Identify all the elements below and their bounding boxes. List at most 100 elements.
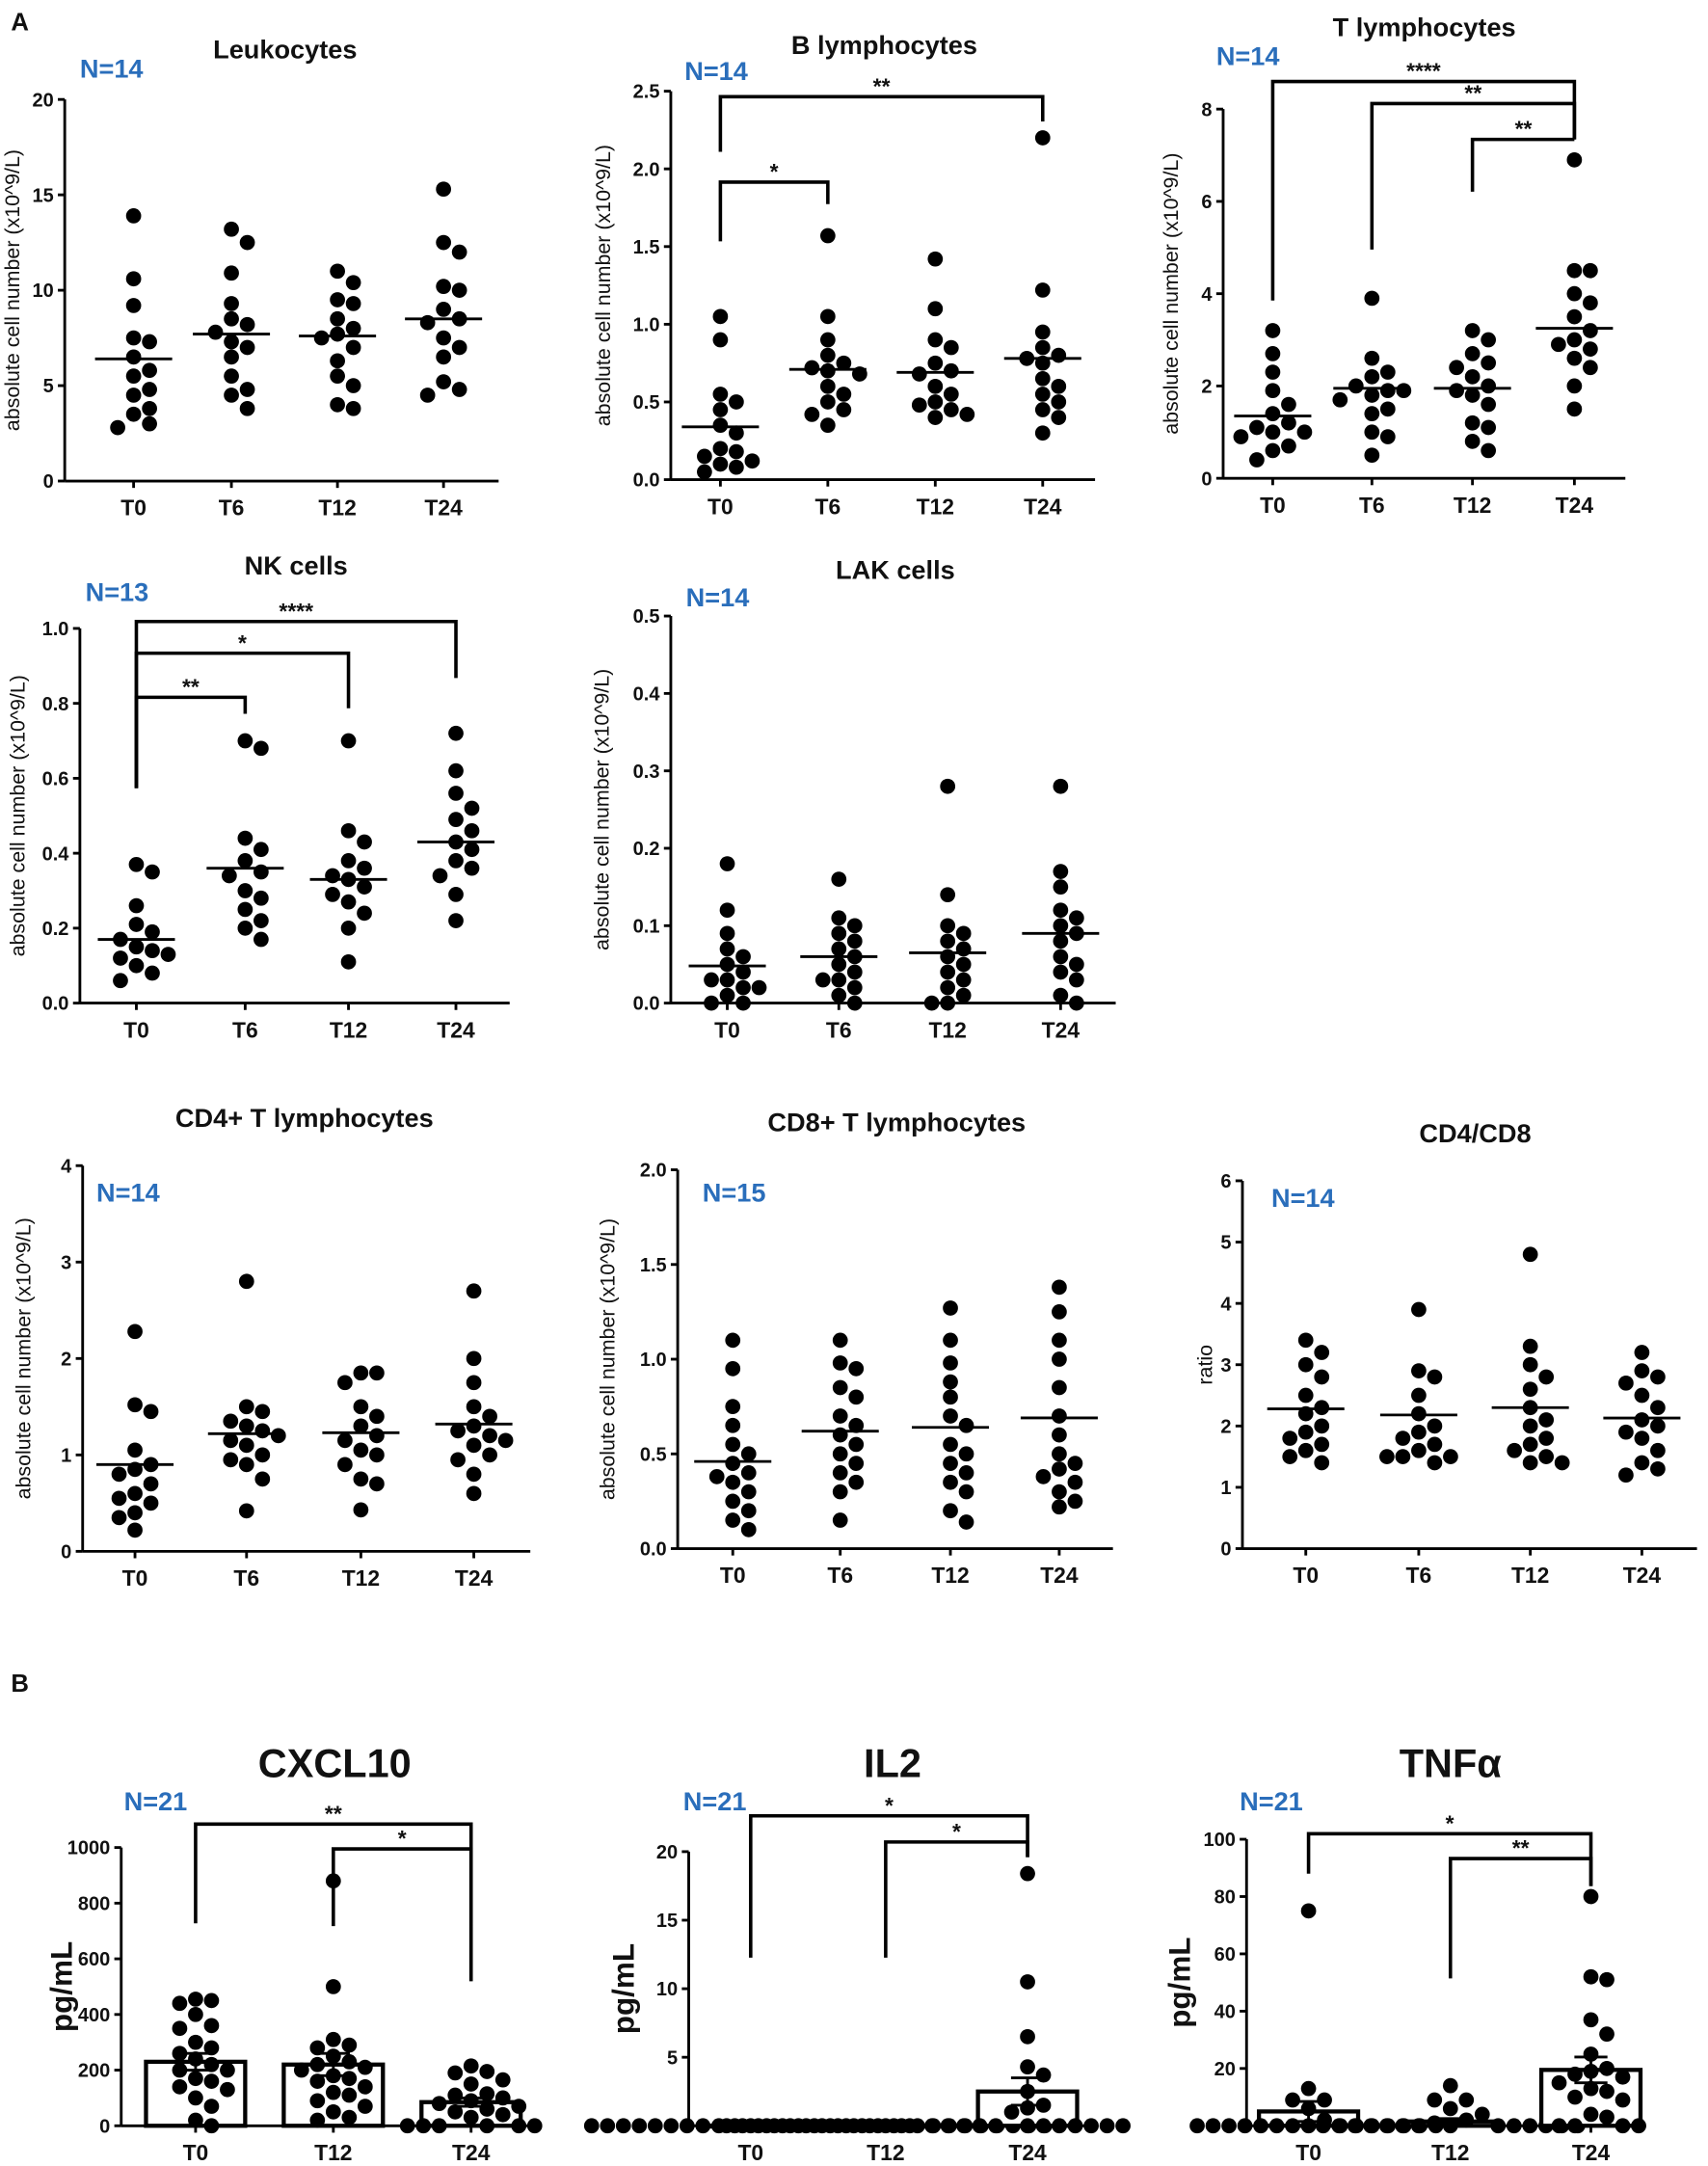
data-point: [447, 2103, 464, 2120]
data-point: [325, 887, 340, 902]
data-point: [1331, 2118, 1348, 2134]
data-point: [464, 860, 480, 876]
data-point: [419, 388, 436, 403]
data-point: [1396, 383, 1412, 399]
y-tick-label: 400: [78, 2005, 110, 2026]
sample-size-label: N=21: [124, 1786, 188, 1816]
data-point: [127, 1397, 143, 1413]
significance-bracket: [718, 94, 1045, 152]
data-point: [1052, 1427, 1067, 1443]
data-point: [1067, 1456, 1083, 1471]
significance-label: ****: [1406, 59, 1441, 84]
data-point: [203, 2099, 220, 2114]
data-point: [254, 913, 269, 928]
data-point: [341, 2109, 358, 2126]
data-point: [1265, 323, 1281, 338]
data-point: [145, 923, 160, 940]
x-tick-label: T24: [424, 495, 463, 521]
data-point: [927, 410, 944, 425]
data-point: [831, 910, 847, 926]
data-point: [1052, 1304, 1067, 1320]
data-point: [1034, 370, 1051, 387]
x-tick-label: T0: [707, 494, 734, 519]
data-point: [436, 302, 452, 317]
data-point: [330, 310, 345, 327]
data-point: [239, 382, 255, 397]
y-tick-label: 4: [1220, 1294, 1232, 1315]
y-tick-label: 4: [1201, 284, 1213, 306]
data-point: [345, 339, 361, 356]
data-point: [836, 402, 852, 417]
data-point: [431, 2096, 447, 2112]
data-point: [735, 995, 751, 1011]
y-tick-label: 5: [667, 2047, 678, 2069]
data-point: [719, 902, 735, 919]
y-tick-label: 1.0: [42, 619, 69, 640]
y-tick-label: 0.5: [640, 1444, 667, 1465]
data-point: [1282, 1449, 1298, 1464]
data-point: [325, 868, 340, 884]
data-point: [1566, 262, 1583, 279]
y-tick-label: 800: [78, 1893, 110, 1914]
sample-size-label: N=14: [1271, 1183, 1335, 1213]
data-point: [325, 1979, 341, 1994]
data-point: [254, 740, 269, 757]
data-point: [494, 2090, 511, 2106]
data-point: [959, 407, 975, 422]
data-point: [740, 1503, 757, 1519]
data-point: [943, 1355, 958, 1371]
data-point: [831, 941, 847, 957]
data-point: [1522, 1246, 1538, 1263]
data-point: [1538, 1369, 1555, 1385]
chart-panel-4-6: 0.0 0.5 1.0 1.5 2.0 T0 T6 T12 T24 CD8+ T lymphocy…: [596, 1108, 1113, 1588]
data-point: [1052, 1351, 1067, 1367]
data-point: [1583, 1888, 1599, 1905]
data-point: [1052, 1332, 1067, 1349]
data-point: [1411, 1363, 1427, 1378]
data-point: [911, 366, 927, 382]
y-tick-label: 0.0: [633, 994, 660, 1015]
y-tick-label: 0.3: [633, 762, 660, 783]
y-axis-label: absolute cell number (x10^9/L): [7, 675, 30, 956]
data-point: [1583, 2012, 1599, 2028]
data-point: [1314, 1418, 1330, 1434]
chart-panel-4-2: 0 2 4 6 8 T0 T6 T12 T24 T lymphocytes N=14 absolute…: [1160, 12, 1626, 518]
data-point: [142, 415, 157, 432]
data-point: [466, 1418, 482, 1434]
data-point: [1395, 1431, 1411, 1446]
data-point: [466, 1485, 482, 1502]
y-tick-label: 1.5: [633, 237, 660, 258]
y-axis-label: absolute cell number (x10^9/L): [1, 149, 24, 431]
data-point: [832, 1446, 848, 1462]
data-point: [1285, 2092, 1300, 2108]
data-point: [1634, 1431, 1650, 1446]
data-point: [463, 2109, 479, 2126]
data-point: [1034, 425, 1051, 441]
x-tick-label: T24: [1556, 493, 1594, 518]
x-tick-label: T24: [1042, 1017, 1081, 1042]
y-tick-label: 20: [32, 90, 53, 111]
data-point: [943, 339, 959, 356]
data-point: [697, 448, 712, 465]
data-point: [923, 995, 940, 1011]
data-point: [1020, 2118, 1035, 2134]
x-tick-label: T6: [232, 1017, 258, 1042]
data-point: [340, 822, 357, 839]
data-point: [145, 864, 160, 880]
data-point: [1051, 394, 1067, 410]
x-tick-label: T12: [342, 1565, 380, 1591]
data-point: [943, 1389, 958, 1405]
data-point: [128, 917, 145, 932]
data-point: [1615, 2092, 1631, 2108]
y-tick-label: 0.0: [633, 470, 660, 492]
data-point: [1034, 339, 1051, 356]
data-point: [238, 1399, 254, 1415]
data-point: [447, 2087, 464, 2103]
data-point: [325, 2031, 341, 2047]
data-point: [309, 2093, 326, 2109]
significance-label: **: [1512, 1835, 1530, 1860]
data-point: [340, 921, 357, 936]
data-point: [911, 397, 927, 414]
x-tick-label: T12: [867, 2140, 904, 2165]
